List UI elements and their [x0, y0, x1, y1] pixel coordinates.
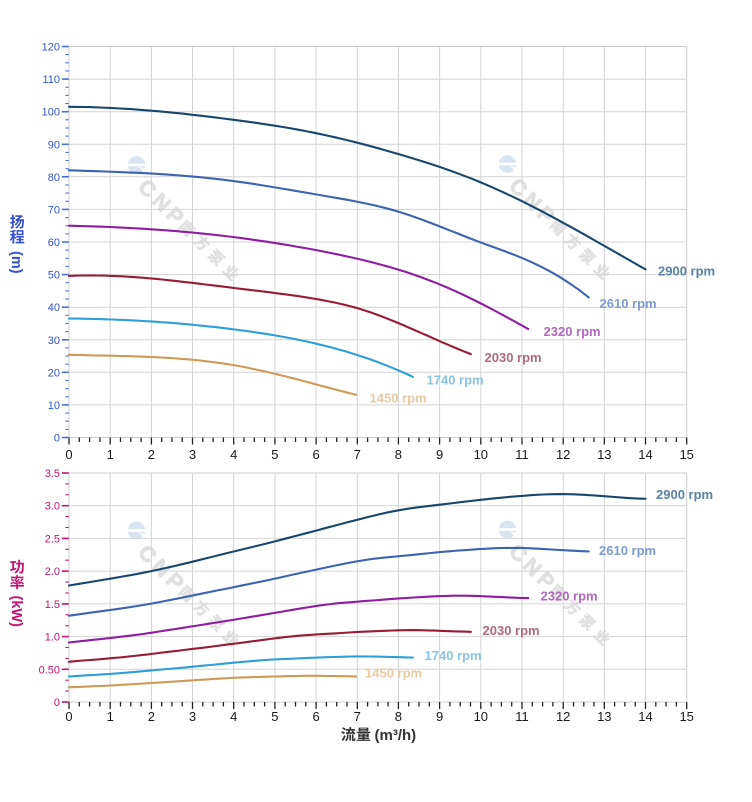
svg-text:1: 1	[107, 709, 114, 724]
svg-text:14: 14	[638, 447, 652, 462]
svg-text:2: 2	[148, 447, 155, 462]
svg-text:10: 10	[474, 447, 488, 462]
svg-text:2610 rpm: 2610 rpm	[599, 543, 656, 558]
svg-text:0: 0	[65, 709, 72, 724]
svg-text:110: 110	[42, 74, 60, 86]
svg-text:3.0: 3.0	[45, 501, 60, 513]
svg-text:12: 12	[556, 447, 570, 462]
svg-text:1450 rpm: 1450 rpm	[370, 391, 427, 406]
svg-text:40: 40	[48, 302, 60, 314]
svg-text:9: 9	[436, 447, 443, 462]
svg-text:10: 10	[474, 709, 488, 724]
svg-text:5: 5	[271, 709, 278, 724]
svg-text:6: 6	[312, 709, 319, 724]
svg-text:3: 3	[189, 709, 196, 724]
svg-text:0: 0	[54, 697, 60, 709]
svg-text:1: 1	[107, 447, 114, 462]
svg-text:7: 7	[354, 709, 361, 724]
svg-text:3.5: 3.5	[45, 468, 60, 480]
svg-text:12: 12	[556, 709, 570, 724]
svg-text:20: 20	[48, 367, 60, 379]
svg-text:4: 4	[230, 709, 237, 724]
svg-text:2.5: 2.5	[45, 533, 60, 545]
svg-text:90: 90	[48, 139, 60, 151]
svg-text:0: 0	[65, 447, 72, 462]
svg-text:2320 rpm: 2320 rpm	[544, 324, 601, 339]
svg-text:1450 rpm: 1450 rpm	[365, 665, 422, 680]
svg-text:(m): (m)	[8, 251, 24, 274]
svg-text:0.50: 0.50	[39, 664, 60, 676]
svg-text:13: 13	[597, 447, 611, 462]
svg-text:15: 15	[679, 447, 693, 462]
svg-text:13: 13	[597, 709, 611, 724]
svg-text:0: 0	[54, 433, 60, 445]
svg-text:5: 5	[271, 447, 278, 462]
svg-text:2900 rpm: 2900 rpm	[658, 263, 715, 278]
svg-text:2030 rpm: 2030 rpm	[485, 350, 542, 365]
svg-text:9: 9	[436, 709, 443, 724]
svg-text:1740 rpm: 1740 rpm	[425, 648, 482, 663]
svg-text:70: 70	[48, 204, 60, 216]
svg-text:2320 rpm: 2320 rpm	[541, 589, 598, 604]
svg-text:50: 50	[48, 270, 60, 282]
svg-text:30: 30	[48, 335, 60, 347]
svg-text:100: 100	[42, 107, 60, 119]
svg-text:14: 14	[638, 709, 652, 724]
svg-text:8: 8	[395, 447, 402, 462]
svg-text:10: 10	[48, 400, 60, 412]
svg-text:1.5: 1.5	[45, 599, 60, 611]
svg-text:11: 11	[515, 447, 529, 462]
svg-text:2610 rpm: 2610 rpm	[600, 296, 657, 311]
svg-text:(m³/h): (m³/h)	[375, 727, 417, 744]
svg-text:60: 60	[48, 237, 60, 249]
svg-text:120: 120	[42, 42, 60, 54]
svg-text:2: 2	[148, 709, 155, 724]
svg-text:3: 3	[189, 447, 196, 462]
svg-text:1740 rpm: 1740 rpm	[427, 373, 484, 388]
svg-text:4: 4	[230, 447, 237, 462]
svg-text:2900 rpm: 2900 rpm	[656, 487, 713, 502]
svg-text:2.0: 2.0	[45, 566, 60, 578]
svg-text:7: 7	[354, 447, 361, 462]
svg-text:11: 11	[515, 709, 529, 724]
svg-text:15: 15	[679, 709, 693, 724]
svg-text:8: 8	[395, 709, 402, 724]
svg-text:(kW): (kW)	[8, 596, 24, 628]
svg-text:1.0: 1.0	[45, 632, 60, 644]
svg-text:6: 6	[312, 447, 319, 462]
svg-text:2030 rpm: 2030 rpm	[483, 623, 540, 638]
svg-text:80: 80	[48, 172, 60, 184]
